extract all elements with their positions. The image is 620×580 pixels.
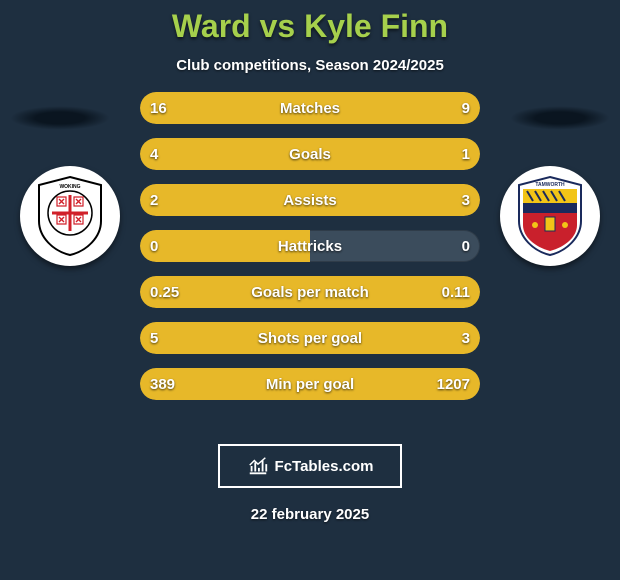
stat-value-right: 9 (462, 92, 470, 124)
svg-text:WOKING: WOKING (59, 184, 80, 190)
stat-row: 389Min per goal1207 (140, 368, 480, 400)
club-crest-left: WOKING (20, 166, 120, 266)
stat-label: Min per goal (140, 368, 480, 400)
stat-value-right: 1 (462, 138, 470, 170)
subtitle: Club competitions, Season 2024/2025 (0, 57, 620, 74)
brand-label: FcTables.com (275, 458, 374, 475)
stat-label: Goals (140, 138, 480, 170)
stat-label: Hattricks (140, 230, 480, 262)
woking-crest-icon: WOKING (35, 175, 105, 257)
date-label: 22 february 2025 (0, 506, 620, 523)
stat-value-right: 3 (462, 184, 470, 216)
stat-value-right: 3 (462, 322, 470, 354)
stat-row: 0.25Goals per match0.11 (140, 276, 480, 308)
stat-row: 4Goals1 (140, 138, 480, 170)
stat-row: 5Shots per goal3 (140, 322, 480, 354)
comparison-arena: WOKING TAMWORTH 16Matches9 4Goals1 2Assist… (0, 92, 620, 422)
page-title: Ward vs Kyle Finn (0, 0, 620, 45)
stat-label: Goals per match (140, 276, 480, 308)
stat-label: Shots per goal (140, 322, 480, 354)
chart-icon (247, 455, 269, 477)
club-crest-right: TAMWORTH (500, 166, 600, 266)
player-shadow-left (10, 106, 110, 130)
stat-value-right: 0 (462, 230, 470, 262)
brand-badge: FcTables.com (218, 444, 402, 488)
stat-label: Assists (140, 184, 480, 216)
tamworth-crest-icon: TAMWORTH (515, 175, 585, 257)
stat-value-right: 1207 (437, 368, 470, 400)
player-shadow-right (510, 106, 610, 130)
stat-label: Matches (140, 92, 480, 124)
stat-row: 16Matches9 (140, 92, 480, 124)
svg-text:TAMWORTH: TAMWORTH (535, 182, 565, 188)
stat-value-right: 0.11 (442, 276, 470, 308)
stat-row: 2Assists3 (140, 184, 480, 216)
stat-row: 0Hattricks0 (140, 230, 480, 262)
stat-bars: 16Matches9 4Goals1 2Assists3 0Hattricks0 0.2… (140, 92, 480, 414)
